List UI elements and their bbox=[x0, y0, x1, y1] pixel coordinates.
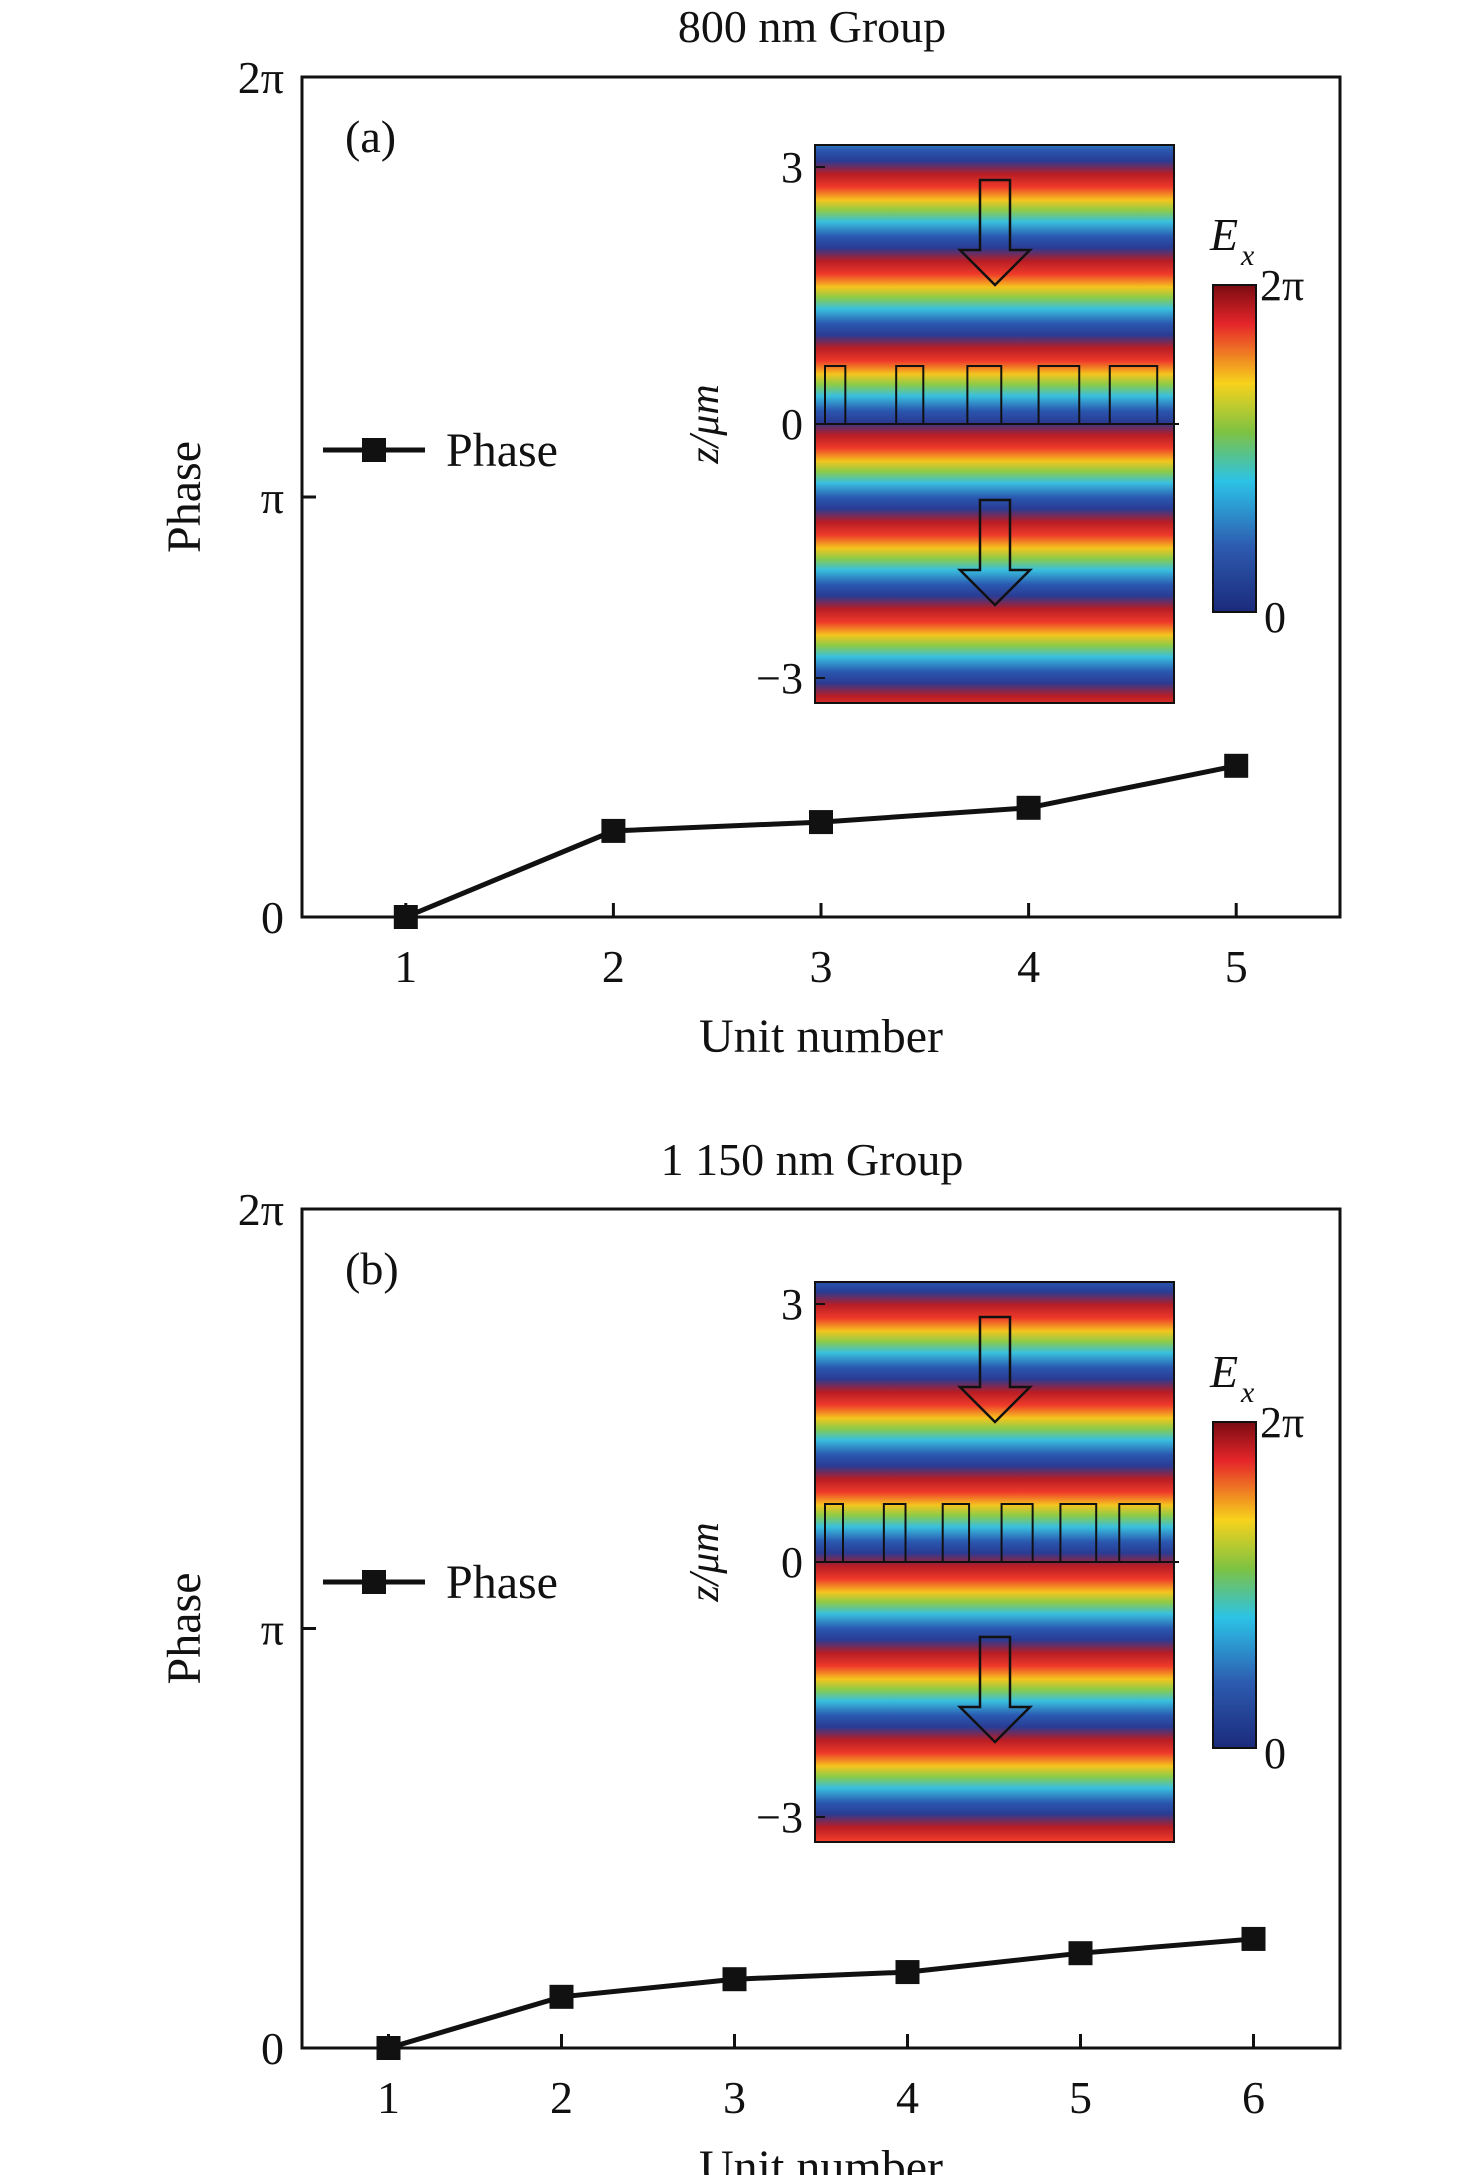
x-tick-label: 2 bbox=[602, 941, 625, 992]
x-tick-label: 4 bbox=[896, 2072, 919, 2123]
arrow-down-icon bbox=[956, 1635, 1034, 1744]
panel-b: 1 150 nm Group (b) 0 π 2π 1 2 3 4 5 6 Unit number Ph… bbox=[158, 1134, 1342, 2175]
chart-title: 800 nm Group bbox=[678, 1, 946, 52]
inset-y-tick-label: 3 bbox=[781, 1280, 803, 1329]
colorbar-title: E bbox=[1209, 1346, 1238, 1397]
panel-label: (a) bbox=[345, 111, 396, 162]
legend-label: Phase bbox=[446, 1556, 558, 1609]
data-point bbox=[393, 905, 418, 929]
y-tick-label: π bbox=[261, 1604, 284, 1655]
colorbar-min-label: 0 bbox=[1264, 593, 1286, 642]
chart-title: 1 150 nm Group bbox=[661, 1134, 964, 1185]
inset-y-tick-label: −3 bbox=[756, 1793, 803, 1842]
x-tick-label: 6 bbox=[1242, 2072, 1265, 2123]
y-tick-label: 0 bbox=[261, 2023, 284, 2074]
x-tick-label: 5 bbox=[1069, 2072, 1092, 2123]
panel-label: (b) bbox=[345, 1243, 399, 1294]
colorbar-title-subscript: x bbox=[1240, 239, 1255, 272]
x-tick-label: 3 bbox=[810, 941, 833, 992]
series-line bbox=[387, 1936, 1254, 2051]
y-tick-label: π bbox=[261, 472, 284, 523]
data-point bbox=[809, 810, 833, 835]
x-tick-label: 1 bbox=[377, 2072, 400, 2123]
inset-y-tick-label: 0 bbox=[781, 400, 803, 449]
inset-field-map: 3 0 −3 z/μm E x2π 0 bbox=[682, 143, 1304, 704]
y-axis-label: Phase bbox=[158, 441, 211, 553]
inset-y-axis-label: z/μm bbox=[682, 1522, 728, 1602]
colorbar bbox=[1212, 1421, 1257, 1749]
inset-y-axis-label: z/μm bbox=[682, 384, 728, 464]
colorbar-max-label: 2π bbox=[1260, 261, 1304, 310]
y-tick-label: 0 bbox=[261, 892, 284, 943]
data-point bbox=[1241, 1926, 1266, 1951]
y-tick-label: 2π bbox=[238, 1184, 284, 1235]
arrow-down-icon bbox=[956, 498, 1034, 607]
colorbar-title: E bbox=[1209, 209, 1238, 260]
data-point bbox=[722, 1967, 747, 1992]
x-axis-label: Unit number bbox=[699, 2141, 943, 2175]
arrow-down-icon bbox=[956, 178, 1034, 287]
inset-y-tick-label: −3 bbox=[756, 654, 803, 703]
series-line bbox=[404, 763, 1237, 920]
data-point bbox=[601, 818, 626, 843]
data-point bbox=[895, 1960, 920, 1985]
x-tick-label: 4 bbox=[1017, 941, 1040, 992]
legend-marker bbox=[362, 438, 386, 462]
data-point bbox=[1016, 795, 1041, 820]
colorbar-min-label: 0 bbox=[1264, 1729, 1286, 1778]
data-point bbox=[1068, 1941, 1093, 1966]
legend-marker bbox=[362, 1570, 386, 1594]
colorbar bbox=[1212, 284, 1257, 613]
panel-a: 800 nm Group (a) 0 π 2π 1 2 3 4 5 Unit number Phase… bbox=[158, 1, 1342, 1063]
colorbar-title-subscript: x bbox=[1240, 1376, 1255, 1409]
data-point bbox=[1224, 753, 1249, 778]
y-tick-label: 2π bbox=[238, 52, 284, 103]
arrow-down-icon bbox=[956, 1315, 1034, 1424]
x-axis-label: Unit number bbox=[699, 1010, 943, 1063]
colorbar-max-label: 2π bbox=[1260, 1398, 1304, 1447]
data-point bbox=[376, 2036, 401, 2060]
inset-y-tick-label: 0 bbox=[781, 1538, 803, 1587]
legend-label: Phase bbox=[446, 424, 558, 477]
x-tick-label: 5 bbox=[1225, 941, 1248, 992]
data-point bbox=[549, 1984, 574, 2009]
inset-field-map: 3 0 −3 z/μm E x2π 0 bbox=[682, 1280, 1304, 1843]
x-tick-label: 2 bbox=[550, 2072, 573, 2123]
x-tick-label: 1 bbox=[394, 941, 417, 992]
inset-y-tick-label: 3 bbox=[781, 143, 803, 192]
y-axis-label: Phase bbox=[158, 1573, 211, 1685]
x-tick-label: 3 bbox=[723, 2072, 746, 2123]
